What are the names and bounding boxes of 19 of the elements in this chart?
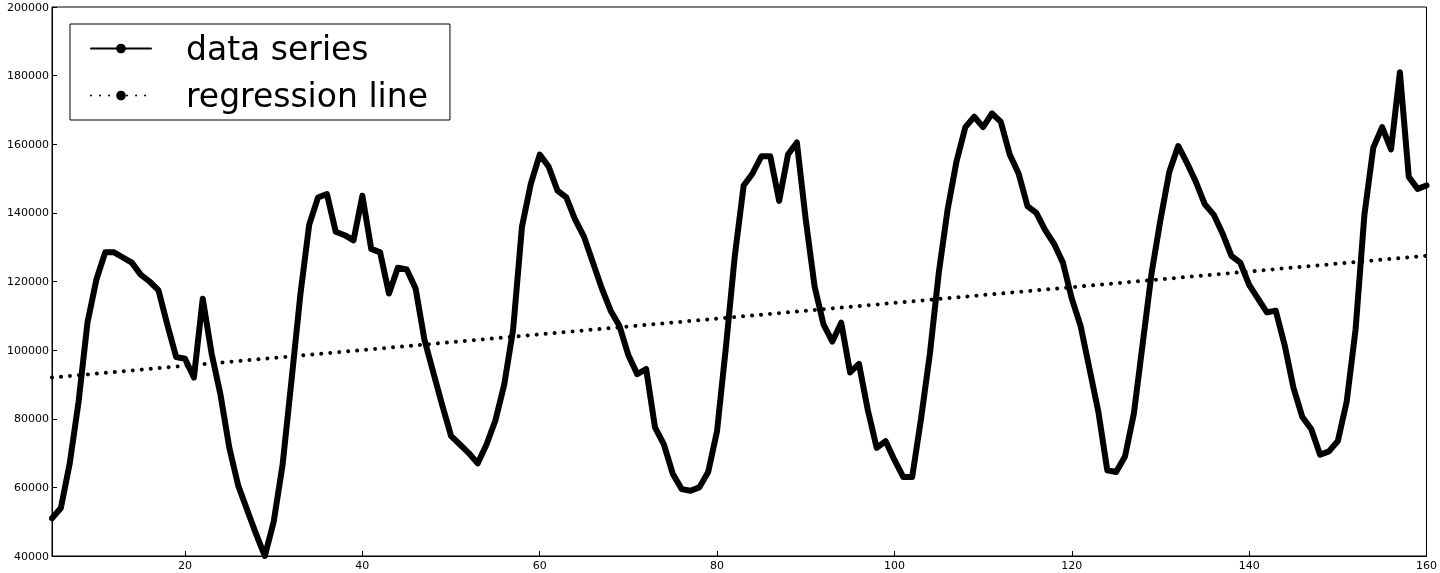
legend-label: data series: [186, 29, 369, 68]
y-tick-label: 80000: [14, 412, 49, 426]
y-tick-label: 60000: [14, 480, 49, 494]
y-tick-label: 200000: [7, 0, 49, 14]
x-tick-label: 100: [883, 559, 905, 572]
x-tick-label: 160: [1416, 559, 1437, 572]
y-tick-label: 180000: [7, 69, 49, 83]
legend-label: regression line: [186, 76, 428, 115]
y-tick-label: 140000: [7, 206, 49, 220]
y-tick-label: 120000: [7, 275, 49, 288]
x-tick-label: 80: [710, 559, 725, 572]
x-tick-label: 140: [1238, 559, 1260, 572]
y-tick-label: 40000: [14, 549, 49, 563]
y-tick-label: 160000: [7, 137, 49, 151]
x-tick-label: 20: [178, 559, 193, 572]
x-tick-label: 40: [355, 559, 370, 572]
x-tick-label: 120: [1061, 559, 1083, 572]
x-tick-label: 60: [532, 559, 547, 572]
y-tick-label: 100000: [7, 343, 49, 357]
